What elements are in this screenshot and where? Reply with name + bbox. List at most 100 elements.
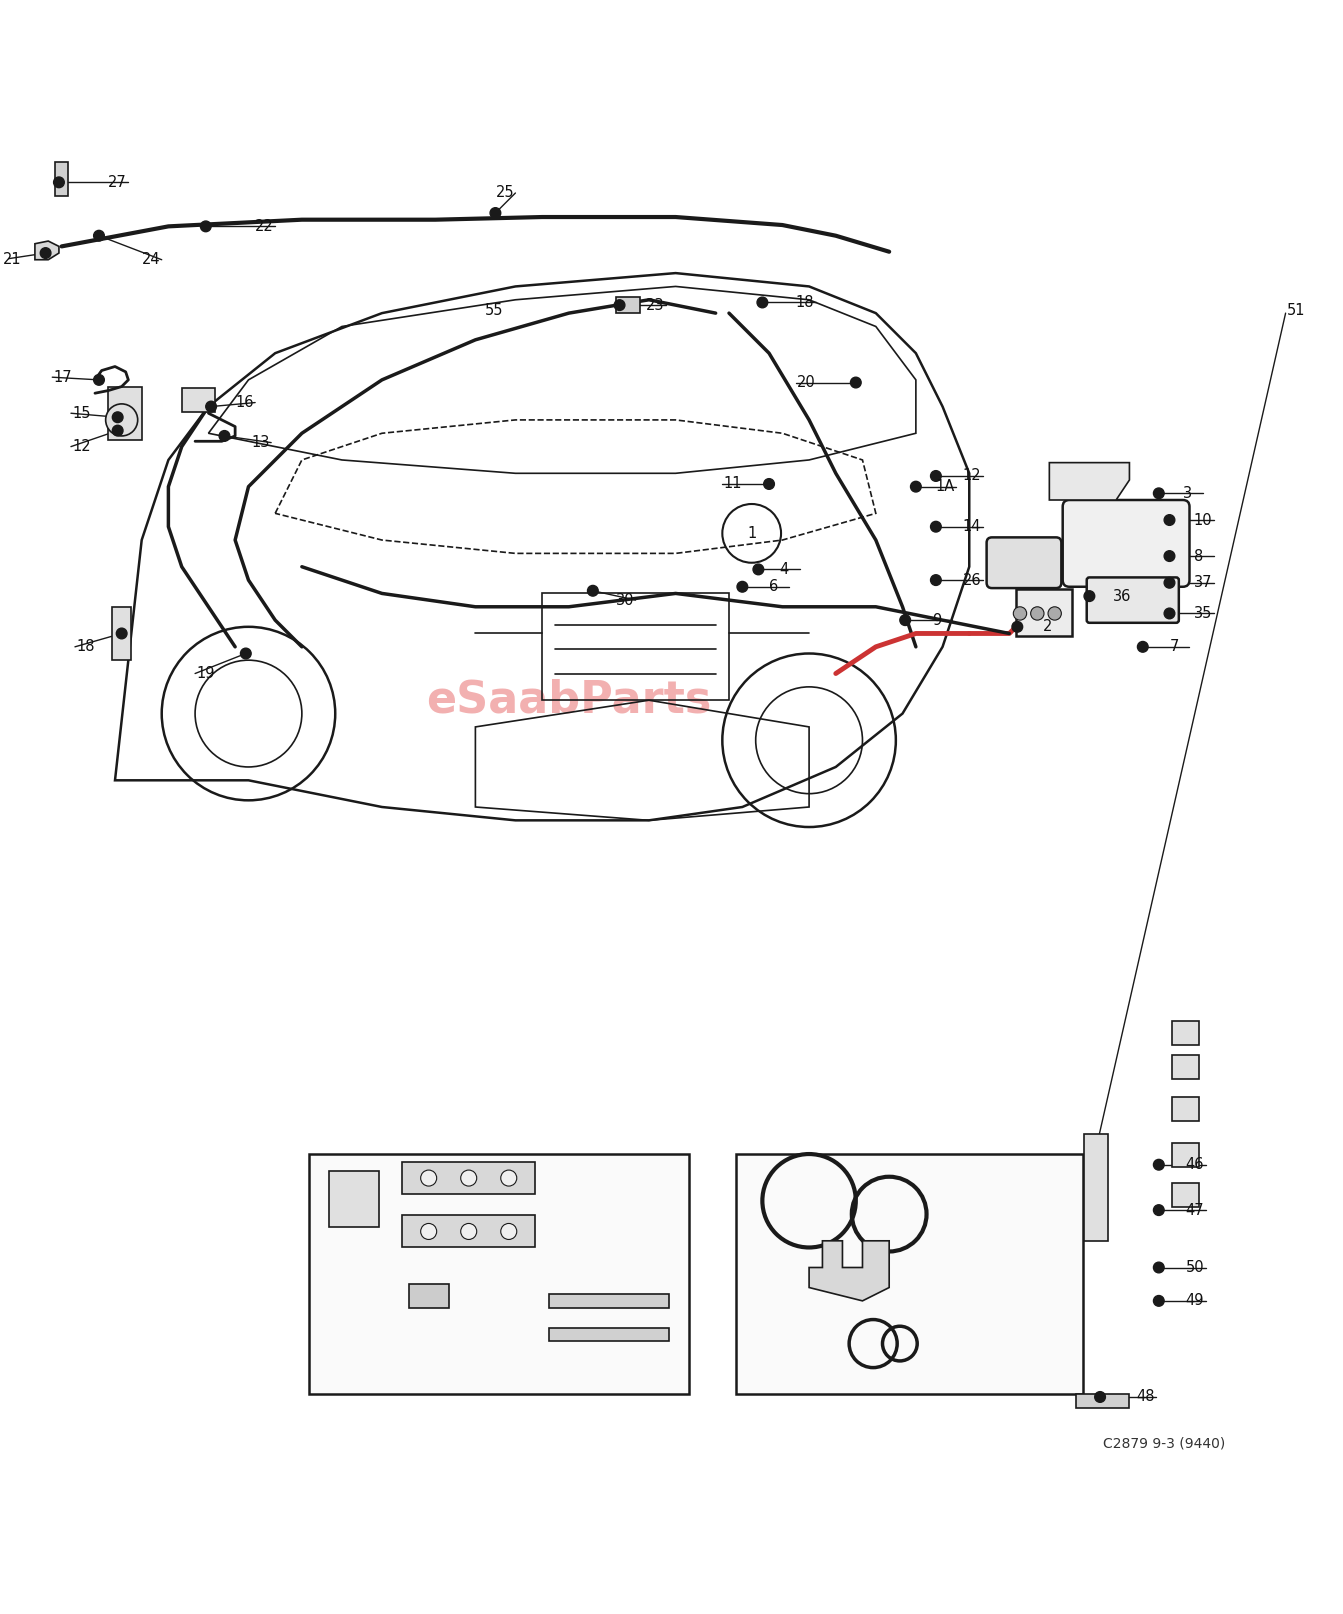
Circle shape <box>1154 1204 1164 1215</box>
Circle shape <box>1084 591 1095 602</box>
Circle shape <box>900 615 911 626</box>
Circle shape <box>1154 487 1164 499</box>
Circle shape <box>850 378 861 387</box>
Text: 19: 19 <box>196 667 215 681</box>
FancyBboxPatch shape <box>987 537 1061 587</box>
Circle shape <box>205 402 216 412</box>
Circle shape <box>94 374 105 386</box>
Text: 50: 50 <box>1186 1261 1205 1275</box>
Circle shape <box>461 1223 477 1240</box>
Bar <box>1015 589 1072 636</box>
Text: 13: 13 <box>251 436 270 450</box>
Bar <box>543 594 729 700</box>
Text: 27: 27 <box>109 174 128 190</box>
Text: 11: 11 <box>724 476 743 492</box>
Circle shape <box>1014 607 1026 620</box>
Circle shape <box>753 563 764 575</box>
Text: 18: 18 <box>796 295 814 310</box>
Circle shape <box>737 581 748 592</box>
Circle shape <box>1030 607 1044 620</box>
Text: 48: 48 <box>1136 1390 1155 1404</box>
Text: 35: 35 <box>1194 605 1211 621</box>
Text: 37: 37 <box>1194 575 1211 591</box>
Text: 1: 1 <box>747 526 756 541</box>
Text: 46: 46 <box>1186 1157 1203 1172</box>
Circle shape <box>501 1223 517 1240</box>
Circle shape <box>1164 515 1175 526</box>
Text: 2: 2 <box>1042 620 1052 634</box>
Bar <box>402 1215 536 1248</box>
Text: 12: 12 <box>963 468 982 484</box>
Circle shape <box>240 649 251 659</box>
Text: 20: 20 <box>796 374 815 391</box>
Bar <box>1076 1394 1129 1407</box>
FancyBboxPatch shape <box>1086 578 1179 623</box>
Bar <box>1172 1096 1199 1120</box>
Circle shape <box>219 431 230 441</box>
Circle shape <box>1138 641 1148 652</box>
Bar <box>1172 1020 1199 1044</box>
Circle shape <box>614 300 624 310</box>
Text: 22: 22 <box>255 220 274 234</box>
Circle shape <box>113 424 124 436</box>
Bar <box>408 1283 449 1307</box>
Text: 25: 25 <box>496 186 514 200</box>
Circle shape <box>1164 578 1175 587</box>
Text: 18: 18 <box>77 639 95 654</box>
Polygon shape <box>808 1241 889 1301</box>
Circle shape <box>757 297 768 308</box>
Circle shape <box>40 247 51 258</box>
Circle shape <box>461 1170 477 1186</box>
Circle shape <box>1154 1262 1164 1273</box>
Bar <box>113 607 132 660</box>
Circle shape <box>931 521 941 533</box>
Circle shape <box>911 481 921 492</box>
Text: 8: 8 <box>1194 549 1203 563</box>
Circle shape <box>490 208 501 218</box>
Text: 3: 3 <box>1183 486 1193 500</box>
FancyBboxPatch shape <box>1062 500 1190 587</box>
Text: eSaabParts: eSaabParts <box>426 679 712 721</box>
Polygon shape <box>35 240 59 260</box>
Text: 4: 4 <box>780 562 788 576</box>
Text: 23: 23 <box>646 297 665 313</box>
Text: C2879 9-3 (9440): C2879 9-3 (9440) <box>1103 1436 1225 1451</box>
Bar <box>549 1294 669 1307</box>
Circle shape <box>931 471 941 481</box>
Circle shape <box>113 412 124 423</box>
Circle shape <box>1154 1296 1164 1306</box>
Bar <box>736 1154 1082 1394</box>
Bar <box>549 1328 669 1341</box>
Text: 51: 51 <box>1287 303 1305 318</box>
Text: 12: 12 <box>73 439 91 454</box>
Text: 36: 36 <box>1113 589 1132 604</box>
Circle shape <box>1095 1391 1105 1403</box>
Circle shape <box>420 1170 436 1186</box>
Bar <box>615 297 639 313</box>
Polygon shape <box>1049 463 1129 500</box>
Circle shape <box>54 178 64 187</box>
Text: 14: 14 <box>963 520 982 534</box>
Text: 7: 7 <box>1170 639 1179 654</box>
Circle shape <box>200 221 211 232</box>
Bar <box>109 386 142 441</box>
Bar <box>1172 1056 1199 1080</box>
Bar <box>329 1172 379 1228</box>
Bar <box>402 1162 536 1194</box>
Circle shape <box>1048 607 1061 620</box>
Circle shape <box>117 628 128 639</box>
Circle shape <box>501 1170 517 1186</box>
Circle shape <box>587 586 598 596</box>
Circle shape <box>764 479 775 489</box>
Text: 16: 16 <box>235 395 254 410</box>
Text: 17: 17 <box>54 370 73 384</box>
Bar <box>55 163 68 195</box>
Text: 49: 49 <box>1186 1293 1203 1309</box>
Text: 55: 55 <box>485 303 504 318</box>
Bar <box>181 387 215 412</box>
Text: 6: 6 <box>770 579 779 594</box>
Circle shape <box>1164 550 1175 562</box>
Bar <box>1172 1183 1199 1207</box>
Circle shape <box>106 404 138 436</box>
Text: 15: 15 <box>73 405 91 421</box>
